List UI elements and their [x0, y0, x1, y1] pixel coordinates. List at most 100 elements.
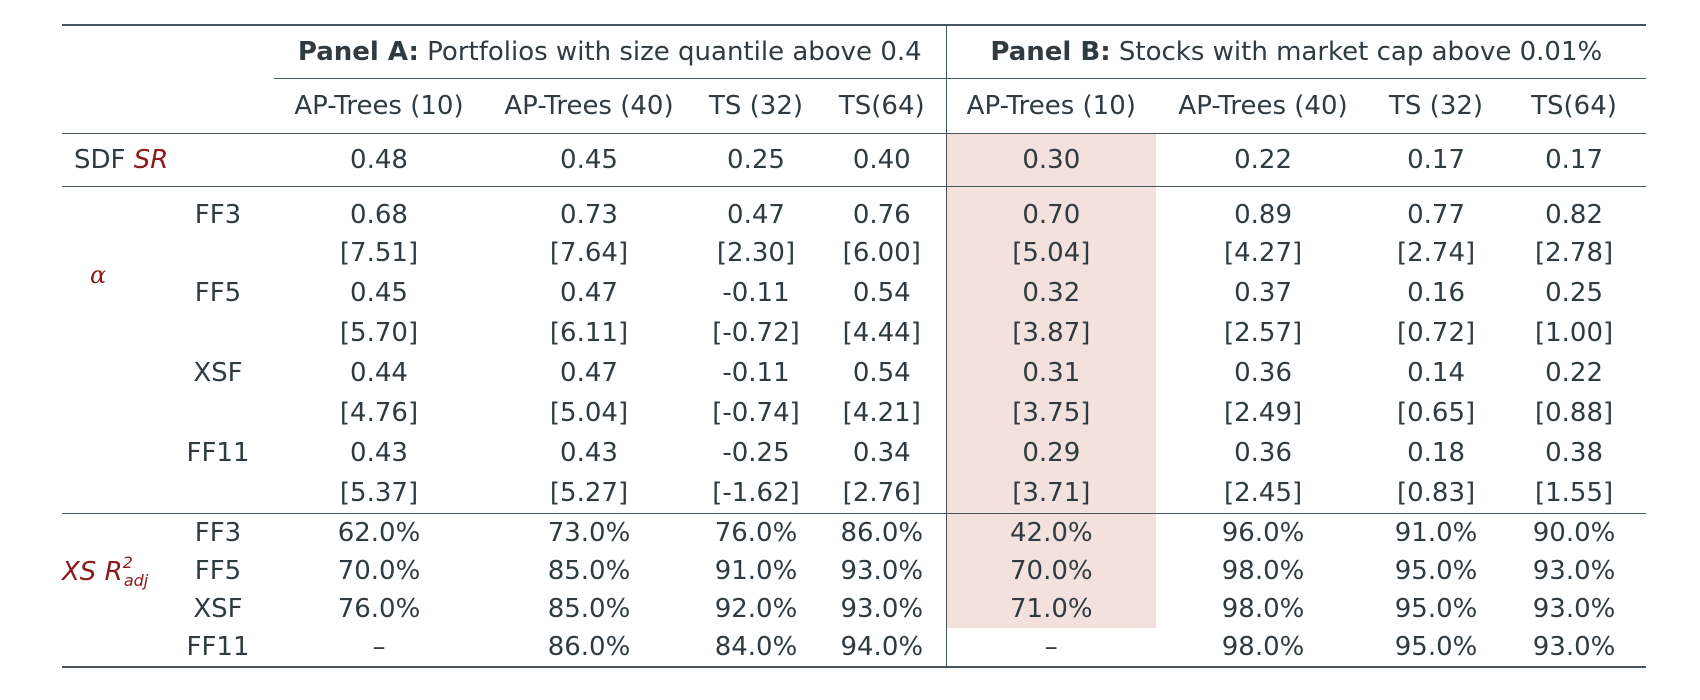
value-cell: 0.25: [1545, 278, 1603, 308]
panel-a-bold: Panel A:: [297, 37, 419, 67]
alpha-tstat-row: [5.70] [6.11] [-0.72] [4.44] [3.87] [2.57] [0.…: [62, 313, 1646, 353]
value-cell: 70.0%: [337, 556, 421, 586]
alpha-tstat-row: [5.37] [5.27] [-1.62] [2.76] [3.71] [2.45] [0.…: [62, 473, 1647, 514]
value-cell: 93.0%: [1532, 556, 1616, 586]
value-cell-highlighted: 0.32: [945, 273, 1157, 313]
value-cell: [2.57]: [1223, 318, 1303, 348]
alpha-section: α FF3 0.68 0.73 0.47 0.76 0.70 0.89 0.77 0.82 [7.5…: [62, 186, 1647, 514]
value-cell: 0.82: [1545, 200, 1603, 230]
value-cell: 0.36: [1234, 358, 1292, 388]
r2-label: XS R2adj: [62, 514, 162, 629]
value-cell: [4.21]: [842, 398, 921, 428]
value-cell-highlighted: 0.31: [945, 353, 1157, 393]
value-cell-highlighted: [3.75]: [945, 393, 1157, 433]
col-header: AP-Trees (40): [1156, 78, 1371, 134]
value-cell: [0.72]: [1396, 318, 1476, 348]
value-cell: [5.70]: [339, 318, 419, 348]
value-cell: 62.0%: [337, 518, 421, 548]
value-cell: [2.78]: [1534, 238, 1614, 268]
value-cell: 0.48: [274, 133, 484, 187]
value-cell: [-0.74]: [712, 398, 800, 428]
value-cell: 91.0%: [714, 556, 798, 586]
value-cell: [-0.72]: [712, 318, 800, 348]
value-cell-highlighted: [5.04]: [945, 233, 1157, 273]
r2-section: XS R2adj FF3 62.0% 73.0% 76.0% 86.0% 42.0% 96.0…: [62, 513, 1647, 668]
value-cell: [5.04]: [549, 398, 629, 428]
value-cell: 95.0%: [1370, 628, 1503, 668]
value-cell: [-1.62]: [694, 473, 818, 514]
value-cell: 95.0%: [1394, 556, 1478, 586]
value-cell: 0.22: [1156, 133, 1371, 187]
r2-label-main: XS R: [62, 556, 123, 587]
value-cell: 92.0%: [714, 594, 798, 624]
col-header: AP-Trees (10): [945, 78, 1157, 134]
value-cell: 0.14: [1407, 358, 1465, 388]
col-header: AP-Trees (40): [484, 78, 694, 134]
r2-row-xsf: XSF 76.0% 85.0% 92.0% 93.0% 71.0% 98.0% 95.0% 93…: [62, 590, 1646, 628]
sdf-label-sr: SR: [133, 145, 169, 175]
value-cell: 0.76: [852, 200, 911, 230]
value-cell: 96.0%: [1221, 518, 1305, 548]
value-cell: 95.0%: [1394, 594, 1478, 624]
corner-cell-2: [62, 78, 274, 134]
r2-label-sup: 2: [122, 552, 133, 572]
alpha-sublabel: [162, 313, 274, 353]
alpha-row-ff3: α FF3 0.68 0.73 0.47 0.76 0.70 0.89 0.77 0.82: [62, 186, 1646, 289]
alpha-sublabel: FF3: [194, 200, 242, 230]
value-cell: 0.45: [484, 133, 694, 187]
value-cell-highlighted: 0.29: [945, 433, 1157, 473]
value-cell: [4.44]: [842, 318, 921, 348]
panel-header-row: Panel A: Portfolios with size quantile a…: [62, 24, 1647, 79]
value-cell: [2.76]: [818, 473, 947, 514]
value-cell: 84.0%: [694, 628, 818, 668]
value-cell: [2.74]: [1396, 238, 1476, 268]
value-cell: 93.0%: [840, 556, 924, 586]
value-cell: 98.0%: [1221, 556, 1305, 586]
value-cell: [7.51]: [339, 238, 419, 268]
value-cell: [5.27]: [484, 473, 694, 514]
value-cell: 0.18: [1407, 438, 1465, 468]
value-cell: 0.47: [727, 200, 785, 230]
value-cell: [2.45]: [1156, 473, 1371, 514]
col-header: TS (32): [1370, 78, 1503, 134]
value-cell: 76.0%: [714, 518, 798, 548]
alpha-label-filler: [62, 353, 162, 514]
value-cell: [0.83]: [1370, 473, 1503, 514]
value-cell: 0.17: [1370, 133, 1503, 187]
value-cell: 0.89: [1234, 200, 1292, 230]
value-cell: [2.49]: [1223, 398, 1303, 428]
value-cell: 0.16: [1407, 278, 1465, 308]
alpha-tstat-row: [4.76] [5.04] [-0.74] [4.21] [3.75] [2.49] [0.…: [62, 393, 1646, 433]
value-cell: 0.54: [852, 358, 911, 388]
panel-a-header: Panel A: Portfolios with size quantile a…: [274, 24, 947, 79]
value-cell: 0.77: [1407, 200, 1465, 230]
value-cell: 98.0%: [1156, 628, 1371, 668]
value-cell: 86.0%: [484, 628, 694, 668]
value-cell: 93.0%: [1502, 628, 1647, 668]
value-cell: 0.17: [1502, 133, 1647, 187]
value-cell: 0.25: [694, 133, 818, 187]
alpha-sublabel: [162, 233, 274, 273]
col-header: TS(64): [1502, 78, 1647, 134]
value-cell: 90.0%: [1532, 518, 1616, 548]
value-cell: [1.55]: [1502, 473, 1647, 514]
value-cell: 85.0%: [547, 594, 631, 624]
value-cell: 0.36: [1234, 438, 1292, 468]
value-cell: 0.40: [818, 133, 947, 187]
value-cell: 85.0%: [547, 556, 631, 586]
alpha-row-xsf: XSF 0.44 0.47 -0.11 0.54 0.31 0.36 0.14 0.22: [62, 353, 1646, 514]
value-cell: –: [274, 628, 484, 668]
col-header: TS(64): [818, 78, 947, 134]
alpha-sublabel: XSF: [193, 358, 243, 388]
value-cell: 0.68: [350, 200, 408, 230]
alpha-tstat-row: [7.51] [7.64] [2.30] [6.00] [5.04] [4.27] [2.7…: [62, 233, 1646, 273]
value-cell: 94.0%: [818, 628, 947, 668]
value-cell: 0.47: [560, 278, 618, 308]
column-header-row: AP-Trees (10) AP-Trees (40) TS (32) TS(6…: [62, 78, 1647, 134]
sdf-sr-row: SDF SR 0.48 0.45 0.25 0.40 0.30 0.22 0.1…: [62, 133, 1647, 187]
value-cell: 0.44: [350, 358, 408, 388]
value-cell: -0.11: [722, 358, 790, 388]
alpha-row-ff11: FF11 0.43 0.43 -0.25 0.34 0.29 0.36 0.18 0.38: [62, 433, 1646, 473]
value-cell: -0.11: [722, 278, 790, 308]
value-cell: [1.00]: [1534, 318, 1614, 348]
